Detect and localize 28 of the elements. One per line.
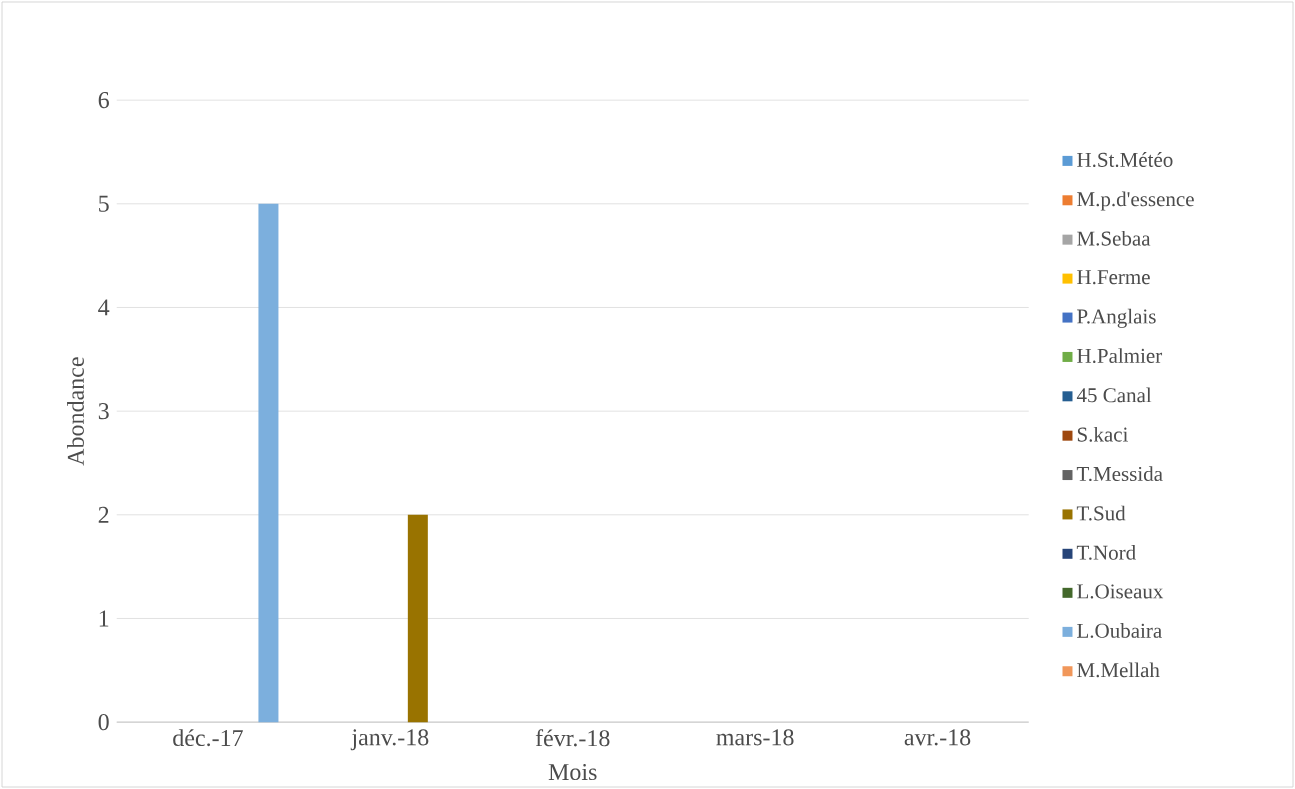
x-tick-label: févr.-18 xyxy=(535,729,610,747)
x-tick-label: avr.-18 xyxy=(904,729,971,746)
legend-label: 45 Canal xyxy=(1076,387,1152,403)
y-tick-label: 2 xyxy=(98,506,109,523)
y-tick-label: 6 xyxy=(98,92,109,109)
y-tick-label: 1 xyxy=(99,610,109,627)
legend-label: H.St.Météo xyxy=(1077,152,1173,167)
legend-label: H.Palmier xyxy=(1077,348,1163,364)
y-axis-title: Abondance xyxy=(67,357,84,466)
legend-label: H.Ferme xyxy=(1077,270,1150,285)
x-tick-label: déc.-17 xyxy=(173,729,243,747)
legend-label: P.Anglais xyxy=(1077,308,1156,328)
y-tick-label: 0 xyxy=(98,714,109,731)
legend-label: M.Mellah xyxy=(1077,662,1160,678)
legend-label: L.Oiseaux xyxy=(1077,584,1164,599)
legend-label: T.Sud xyxy=(1076,505,1126,521)
legend-label: S.kaci xyxy=(1077,426,1128,442)
legend-label: M.Sebaa xyxy=(1077,230,1151,246)
legend-label: T.Nord xyxy=(1076,545,1136,560)
y-tick-label: 3 xyxy=(98,403,109,420)
y-tick-label: 4 xyxy=(98,299,110,316)
x-tick-label: mars-18 xyxy=(716,729,794,746)
y-tick-label: 5 xyxy=(99,195,109,212)
legend-label: L.Oubaira xyxy=(1077,623,1162,638)
x-axis-title: Mois xyxy=(548,763,597,781)
x-tick-label: janv.-18 xyxy=(350,729,429,751)
legend-label: M.p.d'essence xyxy=(1077,191,1194,211)
legend-label: T.Messida xyxy=(1076,466,1163,482)
